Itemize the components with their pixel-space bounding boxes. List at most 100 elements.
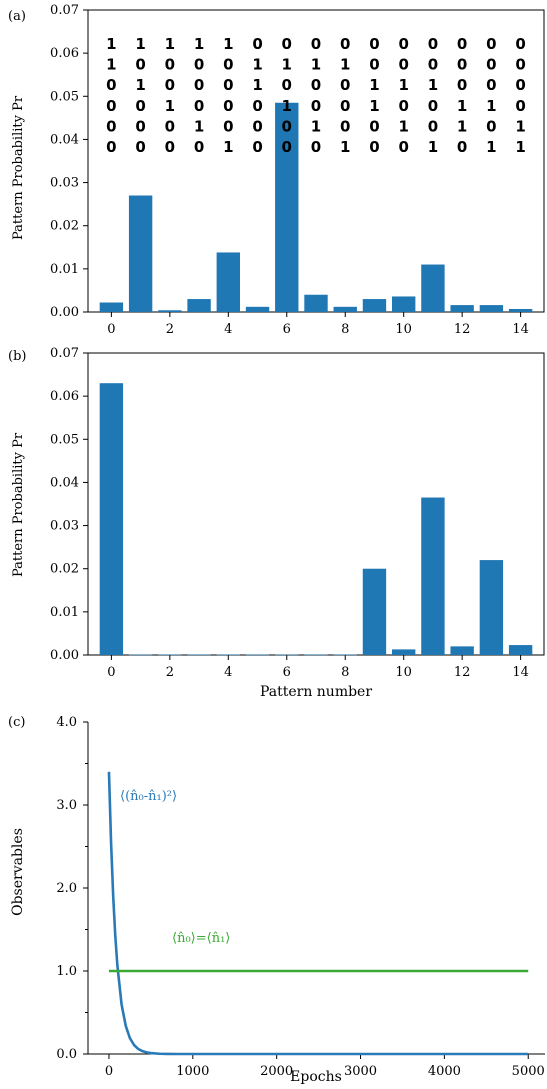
b-x-tick-label: 10	[395, 665, 412, 680]
pattern-digit-r2-c7: 0	[311, 76, 321, 94]
pattern-digit-r2-c11: 1	[428, 76, 438, 94]
b-y-tick-label: 0.04	[50, 475, 79, 490]
pattern-digit-r3-c1: 0	[135, 97, 145, 115]
pattern-digit-r5-c1: 0	[135, 138, 145, 156]
a-x-tick-label: 14	[512, 322, 529, 337]
pattern-digit-r1-c3: 0	[194, 56, 204, 74]
a-bar-14	[508, 308, 533, 312]
a-y-tick-label: 0.01	[50, 262, 79, 277]
pattern-digit-r0-c13: 0	[486, 35, 496, 53]
pattern-digit-r5-c13: 1	[486, 138, 496, 156]
pattern-digit-r2-c3: 0	[194, 76, 204, 94]
panel-c: (c) Observables 0.0 1.0 2.0 3.0 4.0 0 1000 200…	[8, 715, 545, 1085]
a-x-tick-label: 10	[395, 322, 412, 337]
b-bar-2	[158, 654, 182, 656]
a-y-tick-label: 0.03	[50, 176, 79, 191]
b-y-tick-label: 0.01	[50, 605, 79, 620]
decay-series-line	[107, 771, 529, 1056]
panel-a-label: (a)	[8, 9, 26, 24]
a-x-tick-label: 0	[107, 322, 115, 337]
pattern-digit-r3-c14: 0	[515, 97, 525, 115]
pattern-digit-r1-c1: 0	[135, 56, 145, 74]
pattern-digit-r5-c9: 0	[369, 138, 379, 156]
b-bar-7	[304, 654, 328, 656]
a-y-tick-label: 0.06	[50, 46, 79, 61]
pattern-digit-r5-c6: 0	[282, 138, 292, 156]
pattern-digit-r0-c7: 0	[311, 35, 321, 53]
a-bar-7	[304, 294, 328, 312]
b-x-tick-label: 2	[166, 665, 174, 680]
pattern-digit-r4-c0: 0	[106, 117, 116, 135]
c-x-tick-label: 3000	[344, 1064, 377, 1079]
b-x-tick-label: 6	[283, 665, 291, 680]
pattern-digit-r5-c4: 1	[223, 138, 233, 156]
pattern-digit-r3-c2: 1	[165, 97, 175, 115]
pattern-digit-r0-c2: 1	[165, 35, 175, 53]
pattern-digit-r0-c1: 1	[135, 35, 145, 53]
pattern-digit-r5-c0: 0	[106, 138, 116, 156]
a-x-tick-label: 12	[454, 322, 471, 337]
c-y-tick-label: 3.0	[56, 798, 77, 813]
b-x-tick-label: 0	[107, 665, 115, 680]
pattern-digit-r4-c14: 1	[515, 117, 525, 135]
pattern-digit-r2-c6: 0	[282, 76, 292, 94]
panel-c-label: (c)	[8, 715, 25, 730]
flat-series-label: ⟨n̂₀⟩=⟨n̂₁⟩	[172, 931, 230, 946]
a-bar-5	[245, 306, 270, 312]
pattern-digit-r0-c12: 0	[457, 35, 467, 53]
a-x-tick-label: 8	[341, 322, 349, 337]
c-y-tick-label: 4.0	[56, 715, 77, 730]
a-y-tick-label: 0.07	[50, 3, 79, 18]
c-x-tick-label: 1000	[176, 1064, 209, 1079]
c-y-tick-label: 0.0	[56, 1047, 77, 1062]
panel-c-ylabel: Observables	[10, 828, 26, 916]
b-bar-13	[479, 560, 504, 655]
pattern-digit-r5-c14: 1	[515, 138, 525, 156]
pattern-digit-r4-c2: 0	[165, 117, 175, 135]
c-x-tick-label: 2000	[260, 1064, 293, 1079]
pattern-digit-r4-c5: 0	[252, 117, 262, 135]
b-y-tick-label: 0.05	[50, 432, 79, 447]
a-x-tick-label: 6	[283, 322, 291, 337]
a-bar-1	[128, 195, 153, 312]
panel-b: (b) Pattern Probability Pr 0.00 0.01 0.02 0…	[8, 346, 545, 700]
a-bar-4	[216, 252, 240, 312]
panel-a: (a) Pattern Probability Pr 0.00 0.01 0.02 0…	[8, 3, 545, 337]
pattern-digit-r3-c0: 0	[106, 97, 116, 115]
a-x-tick-label: 2	[166, 322, 174, 337]
pattern-digit-r0-c14: 0	[515, 35, 525, 53]
pattern-digit-r4-c11: 0	[428, 117, 438, 135]
decay-series-label: ⟨(n̂₀-n̂₁)²⟩	[120, 789, 177, 804]
pattern-digit-r1-c12: 0	[457, 56, 467, 74]
a-bar-3	[187, 299, 211, 312]
a-bar-11	[421, 264, 445, 312]
pattern-digit-r3-c5: 0	[252, 97, 262, 115]
pattern-digit-r5-c12: 0	[457, 138, 467, 156]
b-y-tick-label: 0.06	[50, 389, 79, 404]
pattern-digit-r2-c12: 0	[457, 76, 467, 94]
a-bar-10	[392, 296, 416, 312]
pattern-digit-r0-c10: 0	[398, 35, 408, 53]
pattern-digit-r5-c3: 0	[194, 138, 204, 156]
pattern-digit-r0-c9: 0	[369, 35, 379, 53]
pattern-digit-r4-c4: 0	[223, 117, 233, 135]
pattern-digit-r1-c14: 0	[515, 56, 525, 74]
pattern-digit-r4-c10: 1	[398, 117, 408, 135]
a-bar-9	[362, 299, 387, 312]
pattern-digit-r4-c3: 1	[194, 117, 204, 135]
pattern-digit-r0-c4: 1	[223, 35, 233, 53]
b-bar-11	[421, 497, 445, 655]
pattern-digit-r4-c8: 0	[340, 117, 350, 135]
pattern-digit-r2-c14: 0	[515, 76, 525, 94]
c-y-tick-label: 1.0	[56, 964, 77, 979]
panel-b-ylabel: Pattern Probability Pr	[11, 432, 26, 577]
a-bar-0	[99, 302, 124, 312]
panel-a-ylabel: Pattern Probability Pr	[11, 95, 26, 240]
pattern-digit-r4-c6: 0	[282, 117, 292, 135]
pattern-digit-r1-c7: 1	[311, 56, 321, 74]
pattern-digit-r3-c8: 0	[340, 97, 350, 115]
pattern-digit-r5-c5: 0	[252, 138, 262, 156]
b-bar-8	[333, 654, 357, 656]
pattern-digit-r4-c1: 0	[135, 117, 145, 135]
